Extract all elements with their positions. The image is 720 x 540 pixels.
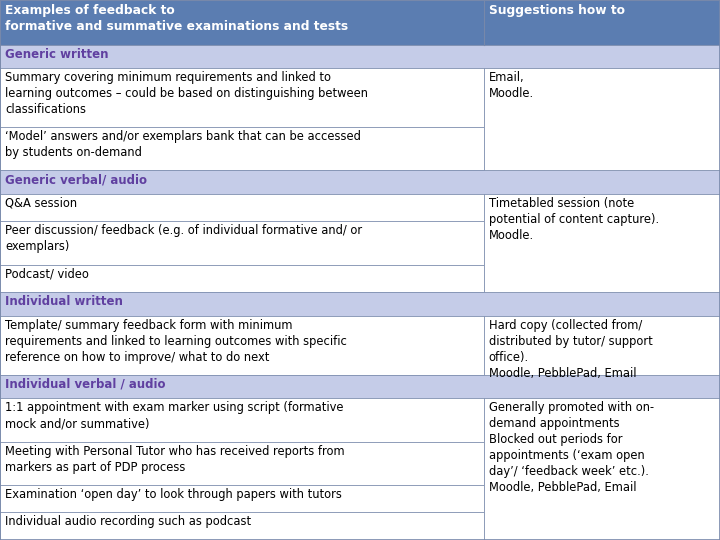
Bar bbox=[0, 485, 484, 512]
Bar bbox=[484, 399, 720, 540]
Text: Individual verbal / audio: Individual verbal / audio bbox=[5, 378, 166, 391]
Bar bbox=[484, 127, 720, 171]
Bar bbox=[0, 68, 484, 127]
Text: Examples of feedback to
formative and summative examinations and tests: Examples of feedback to formative and su… bbox=[5, 4, 348, 33]
Text: Q&A session: Q&A session bbox=[5, 197, 77, 210]
Text: Examination ‘open day’ to look through papers with tutors: Examination ‘open day’ to look through p… bbox=[5, 488, 342, 501]
Text: ‘Model’ answers and/or exemplars bank that can be accessed
by students on-demand: ‘Model’ answers and/or exemplars bank th… bbox=[5, 130, 361, 159]
Text: Template/ summary feedback form with minimum
requirements and linked to learning: Template/ summary feedback form with min… bbox=[5, 319, 347, 363]
Text: Timetabled session (note
potential of content capture).
Moodle.: Timetabled session (note potential of co… bbox=[489, 197, 659, 242]
Text: Generic written: Generic written bbox=[5, 48, 109, 60]
Text: Generic verbal/ audio: Generic verbal/ audio bbox=[5, 173, 147, 186]
Text: Suggestions how to: Suggestions how to bbox=[489, 4, 625, 17]
Bar bbox=[484, 512, 720, 540]
Bar bbox=[484, 316, 720, 375]
Text: Hard copy (collected from/
distributed by tutor/ support
office).
Moodle, Pebble: Hard copy (collected from/ distributed b… bbox=[489, 319, 652, 380]
Bar bbox=[0, 375, 720, 399]
Bar bbox=[0, 265, 484, 292]
Bar bbox=[0, 127, 484, 171]
Bar bbox=[484, 194, 720, 221]
Bar bbox=[0, 399, 484, 442]
Bar bbox=[484, 485, 720, 512]
Text: Generally promoted with on-
demand appointments
Blocked out periods for
appointm: Generally promoted with on- demand appoi… bbox=[489, 401, 654, 494]
Bar bbox=[0, 442, 484, 485]
Text: Email,
Moodle.: Email, Moodle. bbox=[489, 71, 534, 100]
Text: Meeting with Personal Tutor who has received reports from
markers as part of PDP: Meeting with Personal Tutor who has rece… bbox=[5, 444, 345, 474]
Bar bbox=[484, 265, 720, 292]
Text: Individual written: Individual written bbox=[5, 295, 123, 308]
Bar bbox=[0, 194, 484, 221]
Bar bbox=[0, 512, 484, 540]
Text: Podcast/ video: Podcast/ video bbox=[5, 268, 89, 281]
Bar bbox=[484, 68, 720, 171]
Bar bbox=[484, 221, 720, 265]
Text: 1:1 appointment with exam marker using script (formative
mock and/or summative): 1:1 appointment with exam marker using s… bbox=[5, 401, 343, 430]
Text: Individual audio recording such as podcast: Individual audio recording such as podca… bbox=[5, 516, 251, 529]
Bar bbox=[0, 292, 720, 316]
Bar bbox=[0, 171, 720, 194]
Bar bbox=[484, 399, 720, 442]
Text: Peer discussion/ feedback (e.g. of individual formative and/ or
exemplars): Peer discussion/ feedback (e.g. of indiv… bbox=[5, 225, 362, 253]
Bar bbox=[0, 44, 720, 68]
Text: Summary covering minimum requirements and linked to
learning outcomes – could be: Summary covering minimum requirements an… bbox=[5, 71, 368, 116]
Bar bbox=[484, 442, 720, 485]
Bar bbox=[0, 316, 484, 375]
Bar bbox=[0, 221, 484, 265]
Bar bbox=[484, 316, 720, 375]
Bar bbox=[484, 194, 720, 292]
Bar bbox=[484, 68, 720, 127]
Bar bbox=[0, 0, 720, 44]
